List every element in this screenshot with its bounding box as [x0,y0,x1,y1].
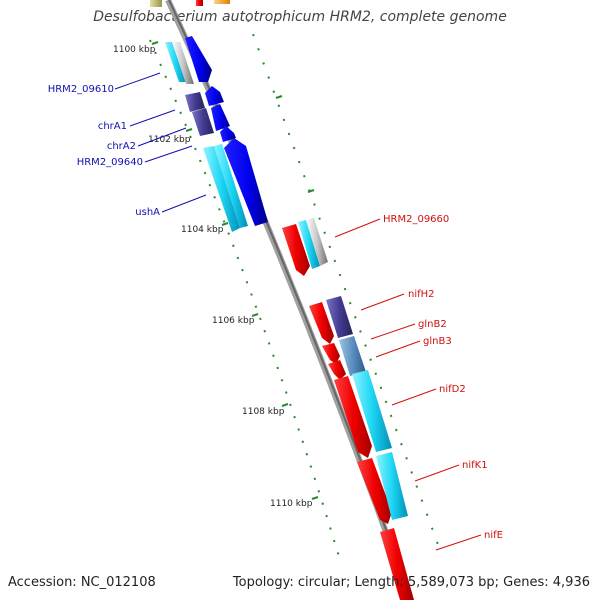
gene-chrA2[interactable] [220,126,236,142]
tick-track-inner [149,39,341,561]
tick-track-outer [247,19,441,551]
gene-HRM2_09640[interactable] [203,146,240,232]
genome-backbone-edge [168,0,412,600]
accession-text: Accession: NC_012108 [8,575,156,590]
offscreen-features [150,0,230,7]
tick-label: 1106 kbp [212,316,255,326]
tick-label: 1110 kbp [270,499,313,509]
gene-nifK1[interactable] [357,458,392,524]
gene-nifE[interactable] [380,528,414,600]
genome-stats-text: Topology: circular; Length: 5,589,073 bp… [232,575,590,590]
gene-label[interactable]: nifK1 [462,460,488,471]
gene-HRM2_09660[interactable] [282,224,310,276]
map-title: Desulfobacterium autotrophicum HRM2, com… [93,9,507,25]
gene-nifD2[interactable] [334,376,372,458]
tick-label: 1108 kbp [242,407,285,417]
gene-glnB2[interactable] [322,343,340,364]
gene-label[interactable]: ushA [135,207,160,218]
gene-label[interactable]: nifD2 [439,384,466,395]
gene-label[interactable]: glnB2 [418,319,447,330]
gene-label[interactable]: chrA1 [98,121,127,132]
gene-label[interactable]: nifH2 [408,289,435,300]
reverse-strand-features [165,36,268,232]
forward-strand-features [282,218,414,600]
gene-HRM2_09610[interactable] [185,36,212,82]
major-ticks [151,41,319,500]
tick-label: 1104 kbp [181,225,224,235]
leader-lines [114,72,482,551]
tick-label: 1102 kbp [148,135,191,145]
gene-chrA1[interactable] [192,108,214,136]
gene-label[interactable]: HRM2_09610 [48,84,114,95]
gene-nifH2[interactable] [309,302,334,344]
gene-glnB3[interactable] [339,336,366,376]
gene-label[interactable]: HRM2_09660 [383,214,449,225]
genome-backbone [165,0,413,600]
gene-label[interactable]: chrA2 [107,141,136,152]
gene-label[interactable]: nifE [484,530,503,541]
tick-label: 1100 kbp [113,45,156,55]
gene-label[interactable]: glnB3 [423,336,452,347]
gene-label[interactable]: HRM2_09640 [77,157,143,168]
gene-ushA[interactable] [224,138,268,226]
